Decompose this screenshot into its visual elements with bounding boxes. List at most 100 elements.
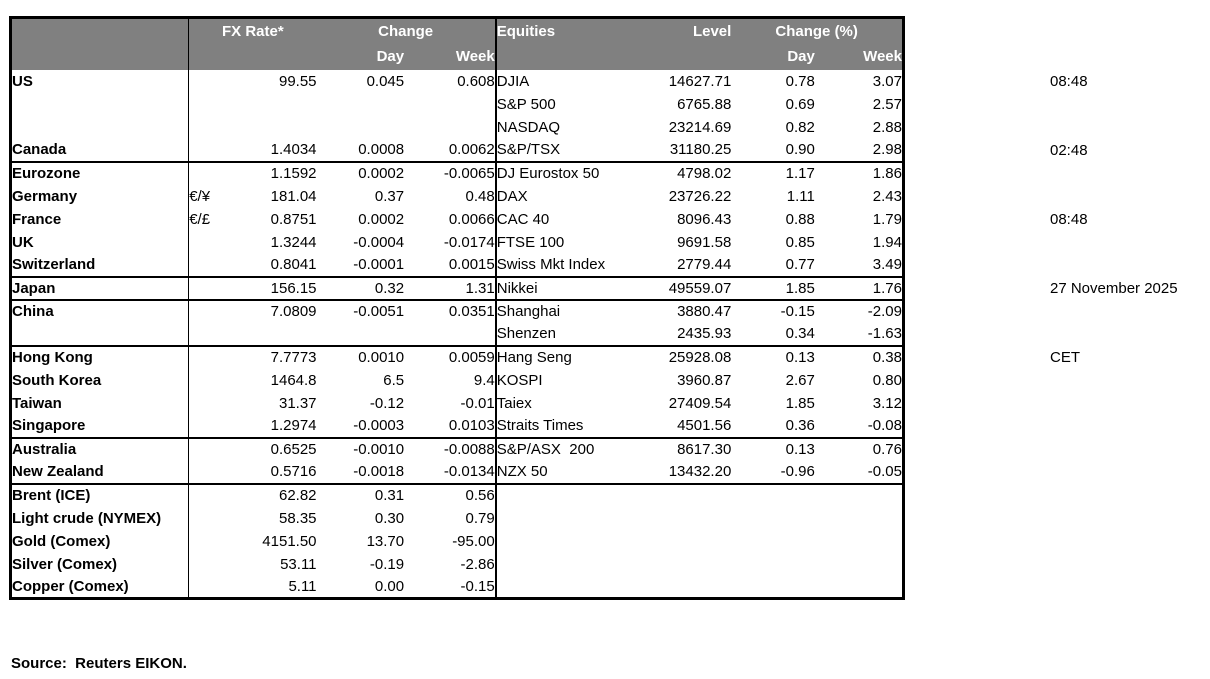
eq-week-header: Week [814,43,904,70]
region-label: Hong Kong [10,344,190,369]
table-row: South Korea 1464.8 6.5 9.4 KOSPI 3960.87 2.67 0… [10,368,904,392]
fx-change-day-value: 0.37 [374,187,405,205]
equity-change-week-value: 3.12 [872,394,902,412]
table-row: Gold (Comex) 4151.50 13.70 -95.00 [10,529,904,553]
equity-change-day-value: 2.67 [785,371,815,389]
equity-name: FTSE 100 [494,230,641,254]
region-label [10,115,190,139]
fx-rate-value: 99.55 [278,72,317,90]
equity-change-week-value: 2.43 [872,187,902,205]
equity-level-value: 23214.69 [668,118,732,136]
equity-name: S&P 500 [494,92,641,116]
table-row: France €/£ 0.8751 0.0002 0.0066 CAC 40 8096.43… [10,207,904,231]
equity-change-day-value: 1.85 [785,394,815,412]
clock-line: 08:48 [1050,211,1088,228]
fx-change-day-value: 0.30 [374,509,405,527]
table-header: FX Rate* Change Equities Level Change (%… [10,17,904,70]
table-row: Canada 1.4034 0.0008 0.0062 S&P/TSX 31180.25 0… [10,138,904,162]
fx-rate-value: 62.82 [215,482,317,507]
table-row: US 99.55 0.045 0.608 DJIA 14627.71 0.78 3.07 [10,69,904,93]
fx-change-week-value: -0.0088 [404,436,496,461]
equity-change-day-value: 0.82 [785,118,815,136]
currency-pair-label: €/£ [189,210,211,228]
currency-pair-label [188,160,216,185]
fx-rate-value: 4151.50 [262,532,317,550]
equity-name: Shanghai [494,298,641,323]
spacer-cell [640,43,732,70]
fx-day-header: Day [316,43,405,70]
footer-notes: Source: Reuters EIKON. * FX Rate for USD… [11,606,778,679]
equity-name: Shenzen [494,322,641,346]
fx-rate-value: 53.11 [280,555,317,573]
fx-rate-value: 0.5716 [270,463,317,480]
equity-change-day-value: 0.90 [785,141,815,158]
fx-change-week-value: -0.15 [460,577,495,595]
fx-change-day-value: 0.00 [374,577,405,595]
fx-rate-value [216,93,317,116]
timezone-line: CET [1050,349,1080,366]
equity-change-week-value: 1.86 [814,160,904,185]
region-label: US [10,69,190,93]
table-row: Eurozone 1.1592 0.0002 -0.0065 DJ Eurostox 5… [10,160,904,185]
table-row: Shenzen 2435.93 0.34 -1.63 [10,322,904,346]
fx-change-week-value: 0.0066 [448,210,495,228]
equity-change-day-value: 0.34 [785,325,815,342]
fx-change-day-value: 0.045 [366,72,405,90]
equity-level-value: 31180.25 [669,141,732,158]
source-note: Source: Reuters EIKON. [11,655,187,672]
fx-rate-value: 58.35 [278,509,317,527]
fx-change-day-value: 0.32 [316,275,405,300]
fx-week-header: Week [404,43,496,70]
fx-rate-value: 1.2974 [270,417,317,434]
equity-level-value: 3880.47 [640,298,732,323]
market-summary-table: FX Rate* Change Equities Level Change (%… [9,16,905,600]
fx-change-week-value: 0.608 [457,72,495,90]
equity-change-day-value: 0.13 [731,436,815,461]
table-row: Silver (Comex) 53.11 -0.19 -2.86 [10,552,904,576]
fx-rate-value: 7.0809 [215,298,317,323]
fx-change-day-value: 0.0010 [316,344,405,369]
equity-level-value: 4798.02 [640,160,732,185]
equity-change-day-value: 0.36 [785,417,815,434]
region-label: Taiwan [10,391,190,415]
region-label: UK [10,230,190,254]
fx-change-day-value: -0.19 [369,555,405,573]
table-row: Switzerland 0.8041 -0.0001 0.0015 Swiss Mkt … [10,253,904,277]
currency-pair-label [189,116,216,139]
fx-rate-value: 181.04 [270,187,317,205]
fx-rate-value: 1.4034 [270,141,317,158]
currency-pair-label [189,93,216,116]
equity-change-day-value: 0.77 [785,256,815,273]
fx-rate-value [216,116,317,139]
equity-change-week-value: 0.38 [814,344,904,369]
equity-name: DJIA [494,69,641,93]
currency-pair-label [189,461,216,484]
fx-change-day-value: 0.0008 [358,141,405,158]
spacer-cell [215,43,317,70]
equity-change-day-value: 0.78 [785,72,815,90]
fx-change-day-value: 13.70 [366,532,405,550]
equity-change-week-value: 1.79 [872,210,902,228]
equity-change-week-value: 2.57 [872,95,902,113]
currency-pair-label [189,507,216,530]
region-label: Silver (Comex) [10,552,190,576]
equity-change-day-value: 1.11 [786,187,815,205]
equity-level-value: 8096.43 [677,210,732,228]
equity-change-day-value: 0.13 [731,344,815,369]
equity-name: DJ Eurostox 50 [494,160,641,185]
fx-change-day-value: -0.0018 [353,463,405,480]
fx-change-week-value: 0.0015 [448,256,495,273]
fx-change-week-value: -0.01 [460,394,495,412]
fx-change-week-value: -95.00 [452,532,495,550]
equity-change-week-value: 1.76 [814,275,904,300]
region-label: Gold (Comex) [10,529,190,553]
fx-change-week-value: 0.0059 [404,344,496,369]
equity-name: S&P/ASX 200 [494,436,641,461]
table-row: Australia 0.6525 -0.0010 -0.0088 S&P/ASX 200… [10,436,904,461]
region-label: Australia [10,436,190,461]
fx-change-week-value [404,116,496,139]
equity-level-value: 8617.30 [640,436,732,461]
currency-pair-label [189,415,216,438]
empty-equities-region [494,482,904,599]
fx-rate-value: 0.6525 [215,436,317,461]
